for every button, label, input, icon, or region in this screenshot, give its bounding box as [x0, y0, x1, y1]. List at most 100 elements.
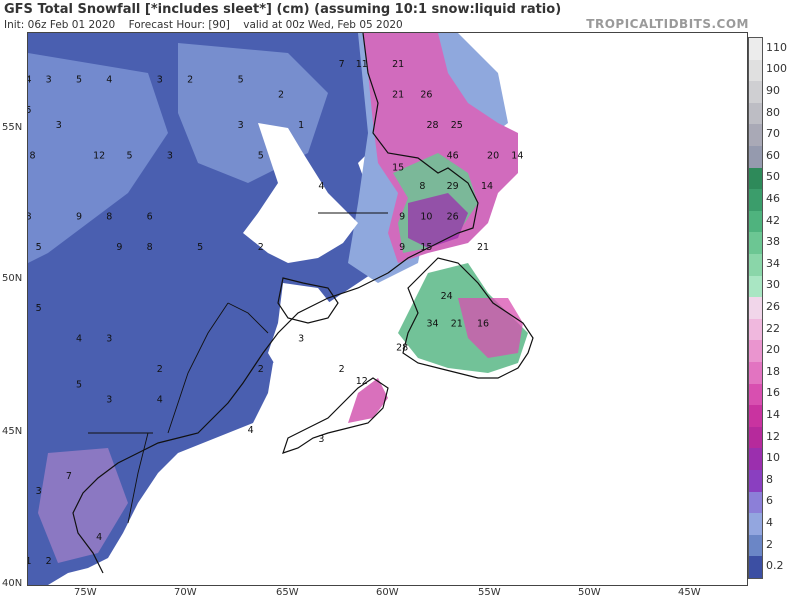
colorbar-swatch [749, 146, 762, 168]
colorbar-swatch [749, 167, 762, 190]
snowfall-value-label: 8 [28, 212, 32, 223]
snowfall-value-label: 5 [258, 151, 264, 162]
colorbar-swatch [749, 210, 762, 233]
snowfall-value-label: 29 [447, 181, 459, 192]
snowfall-value-label: 46 [447, 151, 459, 162]
snowfall-value-label: 15 [420, 242, 432, 253]
colorbar-swatch [749, 318, 762, 341]
lat-label-40n: 40N [2, 578, 23, 589]
colorbar-label: 110 [766, 40, 787, 54]
map-title: GFS Total Snowfall [*includes sleet*] (c… [4, 2, 562, 17]
colorbar-swatch [749, 513, 762, 536]
snowfall-value-label: 14 [481, 181, 493, 192]
colorbar-label: 70 [766, 127, 780, 141]
colorbar-swatch [749, 556, 762, 579]
snowfall-value-label: 9 [399, 242, 405, 253]
snowfall-value-label: 26 [447, 212, 459, 223]
snowfall-value-label: 34 [426, 318, 438, 329]
snowfall-value-label: 1 [28, 556, 32, 567]
no-snow-gaps [243, 123, 358, 378]
snowfall-value-label: 2 [258, 364, 264, 375]
snowfall-value-label: 5 [28, 105, 32, 116]
colorbar-swatch [749, 426, 762, 449]
colorbar-swatch [749, 405, 762, 428]
colorbar-swatch [749, 189, 762, 212]
colorbar-label: 8 [766, 472, 773, 486]
snowfall-value-label: 9 [399, 212, 405, 223]
snowfall-value-label: 4 [76, 334, 82, 345]
snowfall-value-label: 8 [419, 181, 425, 192]
snowfall-value-label: 8 [30, 151, 36, 162]
snow-pink-labrador [363, 33, 518, 263]
colorbar-swatch [749, 102, 762, 125]
lat-label-45n: 45N [2, 426, 23, 437]
snowfall-value-label: 2 [46, 556, 52, 567]
snowfall-value-label: 3 [56, 120, 62, 131]
snowfall-value-label: 21 [477, 242, 489, 253]
colorbar-label: 50 [766, 170, 780, 184]
snowfall-value-label: 3 [238, 120, 244, 131]
colorbar-label: 18 [766, 364, 780, 378]
snow-pink-newfoundland [458, 298, 523, 358]
lat-label-55n: 55N [2, 122, 23, 133]
forecast-hour: Forecast Hour: [90] [128, 19, 230, 31]
colorbar-label: 46 [766, 192, 780, 205]
colorbar-swatch [749, 124, 762, 147]
snowfall-value-label: 21 [451, 318, 463, 329]
snowfall-value-label: 20 [487, 151, 499, 162]
snowfall-value-label: 3 [106, 395, 112, 406]
snowfall-value-label: 4 [106, 74, 112, 85]
colorbar-label: 34 [766, 256, 780, 270]
colorbar-swatch [749, 383, 762, 406]
map-svg: 4354325271121212628254620141529148910269… [28, 33, 747, 585]
coastline [72, 33, 534, 574]
colorbar-swatch [749, 254, 762, 276]
colorbar-swatch [749, 232, 762, 255]
colorbar-swatch [749, 362, 762, 384]
snowfall-value-label: 9 [76, 212, 82, 223]
valid-time: valid at 00z Wed, Feb 05 2020 [243, 19, 403, 31]
snowfall-value-label: 7 [66, 471, 72, 482]
snowfall-value-label: 21 [392, 59, 404, 70]
snowfall-map: 4354325271121212628254620141529148910269… [27, 32, 748, 586]
snowfall-value-label: 3 [157, 74, 163, 85]
snowfall-value-label: 26 [420, 90, 432, 101]
snowfall-value-label: 12 [356, 376, 368, 387]
snowfall-value-label: 3 [106, 334, 112, 345]
colorbar-swatch [749, 275, 762, 298]
snowfall-value-label: 4 [157, 395, 163, 406]
snow-purple-core [408, 193, 468, 248]
snowfall-value-label: 10 [420, 212, 432, 223]
colorbar-label: 100 [766, 62, 787, 76]
snowfall-value-label: 1 [298, 120, 304, 131]
province-borders [88, 212, 388, 524]
colorbar-label: 10 [766, 451, 780, 465]
snowfall-value-label: 5 [238, 74, 244, 85]
snowfall-value-label: 3 [46, 74, 52, 85]
lon-label-70w: 70W [174, 587, 197, 598]
colorbar-label: 30 [766, 278, 780, 292]
colorbar-swatch [749, 81, 762, 104]
colorbar-label: 80 [766, 105, 780, 119]
colorbar [748, 37, 763, 579]
init-time: Init: 06z Feb 01 2020 [4, 19, 116, 31]
colorbar-label: 0.2 [766, 559, 784, 573]
colorbar-label: 26 [766, 300, 780, 313]
colorbar-label: 90 [766, 84, 780, 97]
snow-pink-south [38, 448, 128, 563]
colorbar-label: 4 [766, 516, 773, 529]
snowfall-value-label: 16 [477, 318, 489, 329]
snowfall-value-label: 14 [511, 151, 523, 162]
lon-label-50w: 50W [578, 587, 601, 598]
snowfall-value-label: 7 [339, 59, 345, 70]
snowfall-value-label: 4 [248, 425, 254, 436]
snow-cape-breton [348, 378, 388, 423]
colorbar-swatch [749, 297, 762, 320]
snowfall-value-label: 2 [157, 364, 163, 375]
colorbar-swatch [749, 59, 762, 82]
snowfall-value-label: 8 [106, 212, 112, 223]
brand-logo-text: TROPICALTIDBITS.COM [586, 17, 749, 31]
lon-label-65w: 65W [276, 587, 299, 598]
lon-label-45w: 45W [678, 587, 701, 598]
snowfall-value-label: 3 [36, 486, 42, 497]
